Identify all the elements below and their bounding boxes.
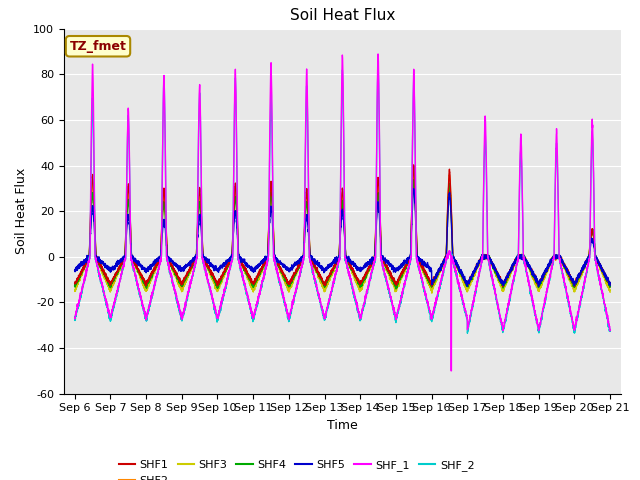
- Title: Soil Heat Flux: Soil Heat Flux: [290, 9, 395, 24]
- X-axis label: Time: Time: [327, 419, 358, 432]
- Y-axis label: Soil Heat Flux: Soil Heat Flux: [15, 168, 28, 254]
- Legend: SHF1, SHF2, SHF3, SHF4, SHF5, SHF_1, SHF_2: SHF1, SHF2, SHF3, SHF4, SHF5, SHF_1, SHF…: [114, 456, 479, 480]
- Text: TZ_fmet: TZ_fmet: [70, 40, 127, 53]
